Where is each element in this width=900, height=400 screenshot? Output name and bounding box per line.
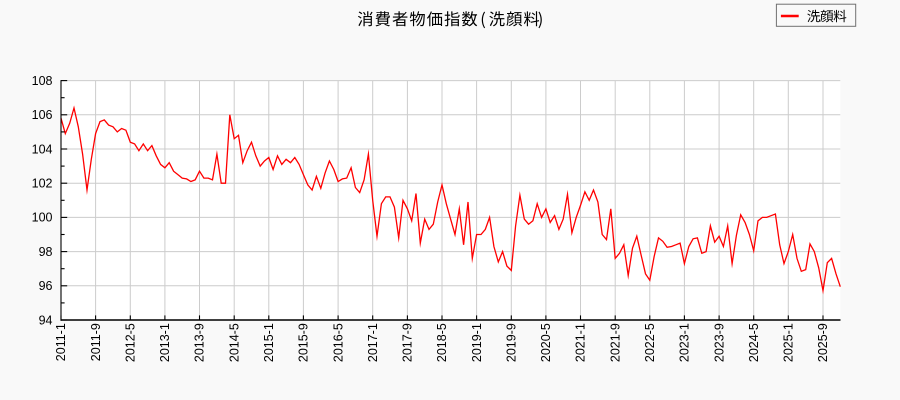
svg-text:2019-9: 2019-9 [505, 323, 519, 362]
svg-text:100: 100 [32, 211, 53, 225]
svg-text:2023-1: 2023-1 [678, 323, 692, 362]
svg-text:106: 106 [32, 108, 53, 122]
svg-text:2017-9: 2017-9 [401, 323, 415, 362]
svg-text:2020-5: 2020-5 [539, 323, 553, 362]
svg-text:2025-9: 2025-9 [816, 323, 830, 362]
svg-text:2024-5: 2024-5 [747, 323, 761, 362]
svg-text:2013-9: 2013-9 [193, 323, 207, 362]
svg-text:102: 102 [32, 177, 53, 191]
svg-text:2011-1: 2011-1 [54, 323, 68, 361]
svg-text:96: 96 [39, 279, 53, 293]
svg-text:2013-1: 2013-1 [158, 323, 172, 362]
svg-text:2012-5: 2012-5 [124, 323, 138, 362]
svg-text:2023-9: 2023-9 [712, 323, 726, 362]
svg-text:94: 94 [39, 313, 53, 327]
svg-text:2017-1: 2017-1 [366, 323, 380, 362]
svg-text:2015-9: 2015-9 [297, 323, 311, 362]
svg-text:108: 108 [32, 74, 53, 88]
svg-text:104: 104 [32, 142, 53, 156]
svg-text:2025-1: 2025-1 [782, 323, 796, 362]
svg-text:2014-5: 2014-5 [227, 323, 241, 362]
svg-text:2015-1: 2015-1 [262, 323, 276, 362]
svg-text:2022-5: 2022-5 [643, 323, 657, 362]
svg-text:2011-9: 2011-9 [89, 323, 103, 361]
svg-text:2019-1: 2019-1 [470, 323, 484, 362]
svg-text:98: 98 [39, 245, 53, 259]
svg-text:2016-5: 2016-5 [331, 323, 345, 362]
svg-text:2021-9: 2021-9 [608, 323, 622, 362]
svg-text:2021-1: 2021-1 [574, 323, 588, 362]
svg-text:2018-5: 2018-5 [435, 323, 449, 362]
